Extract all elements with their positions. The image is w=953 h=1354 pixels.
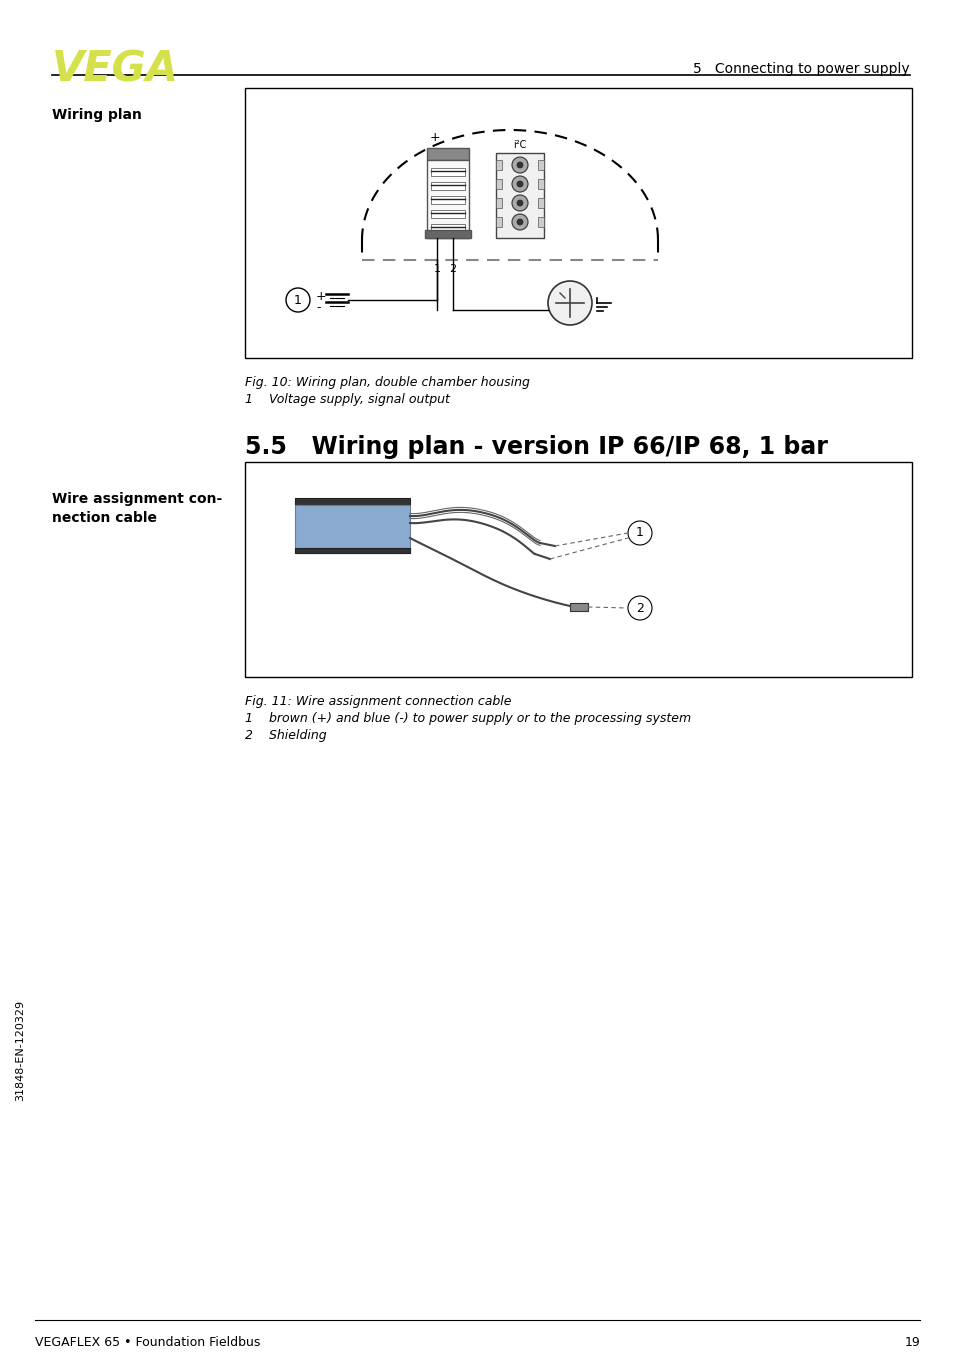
Text: 1: 1 <box>636 527 643 539</box>
Bar <box>245 88 911 357</box>
Bar <box>431 196 464 204</box>
Bar <box>569 603 587 611</box>
Text: 19: 19 <box>903 1336 919 1349</box>
Text: 2    Shielding: 2 Shielding <box>245 728 326 742</box>
Text: 1: 1 <box>294 294 301 306</box>
Circle shape <box>627 596 651 620</box>
Text: 2: 2 <box>449 264 456 274</box>
Circle shape <box>627 521 651 546</box>
Bar <box>496 153 543 238</box>
Text: Wire assignment con-
nection cable: Wire assignment con- nection cable <box>52 492 222 525</box>
Bar <box>537 179 543 190</box>
Text: 1    Voltage supply, signal output: 1 Voltage supply, signal output <box>245 393 450 406</box>
Bar <box>496 160 501 171</box>
Text: 5   Connecting to power supply: 5 Connecting to power supply <box>693 62 909 76</box>
Bar <box>431 168 464 176</box>
Text: -: - <box>315 302 320 314</box>
Bar <box>427 160 469 238</box>
Text: VEGAFLEX 65 • Foundation Fieldbus: VEGAFLEX 65 • Foundation Fieldbus <box>35 1336 260 1349</box>
Circle shape <box>512 214 527 230</box>
Text: 1: 1 <box>433 264 440 274</box>
Text: Fig. 10: Wiring plan, double chamber housing: Fig. 10: Wiring plan, double chamber hou… <box>245 376 529 389</box>
Bar <box>496 179 501 190</box>
Bar <box>424 230 471 238</box>
Bar <box>294 505 410 552</box>
Bar <box>537 198 543 209</box>
Bar <box>537 160 543 171</box>
Bar <box>431 210 464 218</box>
Bar <box>496 198 501 209</box>
Circle shape <box>512 195 527 211</box>
Circle shape <box>512 157 527 173</box>
Bar <box>537 217 543 227</box>
Circle shape <box>547 282 592 325</box>
Text: 2: 2 <box>636 601 643 615</box>
Text: i²C: i²C <box>513 139 526 150</box>
Text: Fig. 11: Wire assignment connection cable: Fig. 11: Wire assignment connection cabl… <box>245 695 511 708</box>
Text: 31848-EN-120329: 31848-EN-120329 <box>15 999 25 1101</box>
Bar <box>427 148 469 160</box>
Circle shape <box>512 176 527 192</box>
Text: VEGA: VEGA <box>52 47 179 89</box>
Bar <box>294 498 410 505</box>
Circle shape <box>517 219 522 225</box>
Circle shape <box>517 200 522 206</box>
Bar <box>431 223 464 232</box>
Circle shape <box>286 288 310 311</box>
Text: +: + <box>429 131 440 144</box>
Text: 5.5   Wiring plan - version IP 66/IP 68, 1 bar: 5.5 Wiring plan - version IP 66/IP 68, 1… <box>245 435 827 459</box>
Text: +: + <box>315 291 326 303</box>
Text: Wiring plan: Wiring plan <box>52 108 142 122</box>
Bar <box>245 462 911 677</box>
Text: 1    brown (+) and blue (-) to power supply or to the processing system: 1 brown (+) and blue (-) to power supply… <box>245 712 690 724</box>
Text: -: - <box>453 131 456 144</box>
Circle shape <box>517 181 522 187</box>
Bar <box>431 181 464 190</box>
Bar <box>294 548 410 552</box>
Circle shape <box>517 162 522 168</box>
Bar <box>496 217 501 227</box>
